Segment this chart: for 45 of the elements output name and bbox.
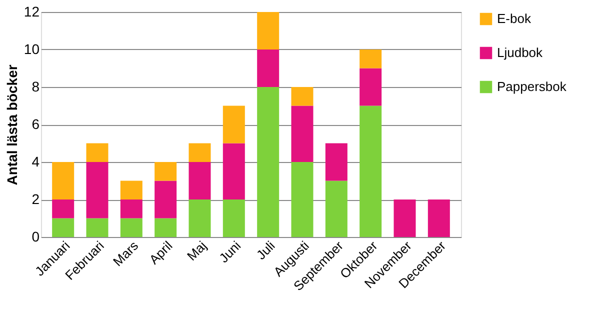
bar (291, 162, 314, 237)
bar (428, 200, 450, 237)
y-tick-label: 2 (32, 191, 40, 207)
bar (52, 200, 74, 218)
y-tick-label: 10 (24, 41, 40, 57)
bar (120, 218, 142, 237)
bar (360, 68, 382, 106)
legend-label: Pappersbok (497, 79, 567, 94)
bar (257, 12, 280, 50)
bar (86, 162, 108, 218)
bar (360, 106, 382, 237)
y-tick-label: 12 (24, 4, 40, 20)
bar (222, 143, 245, 200)
bar (325, 180, 348, 237)
x-tick-label: Maj (184, 238, 210, 264)
bar (120, 180, 142, 200)
bar (291, 106, 314, 162)
bar (394, 200, 416, 237)
legend-label: E-bok (497, 11, 532, 26)
bar (52, 162, 74, 200)
y-tick-label: 0 (32, 228, 40, 244)
legend-label: Ljudbok (497, 45, 544, 60)
bar (120, 200, 142, 218)
y-tick-label: 4 (32, 154, 40, 170)
y-axis-title: Antal lästa böcker (4, 64, 20, 186)
x-tick-label: Juni (216, 238, 244, 266)
bar (52, 218, 74, 237)
bar (222, 106, 245, 144)
bar (188, 143, 211, 162)
bar (154, 162, 177, 181)
bar (86, 143, 108, 162)
bar (360, 50, 382, 68)
x-tick-label: Juli (253, 238, 278, 262)
bar (257, 50, 280, 87)
bar (188, 200, 211, 237)
bar (154, 218, 177, 237)
y-tick-label: 8 (32, 78, 40, 94)
bar (257, 87, 280, 237)
bar (86, 218, 108, 237)
bar (154, 180, 177, 218)
bar (222, 200, 245, 237)
bar (188, 162, 211, 200)
bar (291, 87, 314, 106)
y-tick-label: 6 (32, 116, 40, 132)
bar (325, 143, 348, 181)
